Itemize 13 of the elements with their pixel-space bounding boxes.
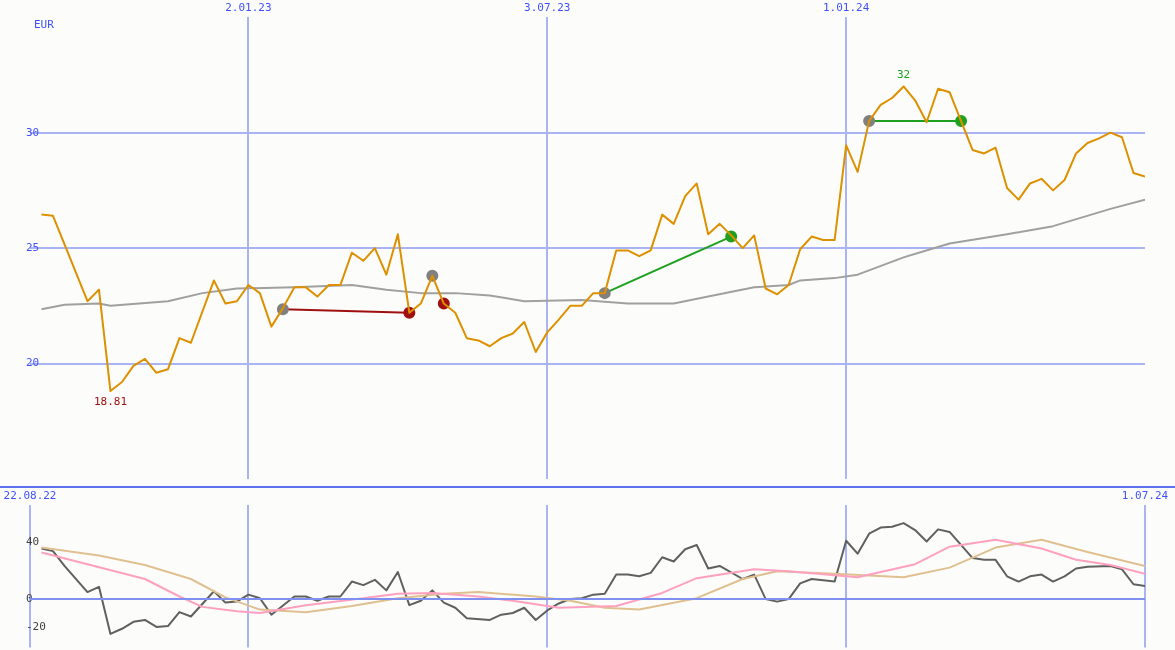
x-tick-label: 1.07.24: [1121, 489, 1169, 503]
x-tick-label: 22.08.22: [3, 489, 57, 503]
annotation: 18.81: [93, 395, 128, 409]
y-tick-label: 20: [26, 356, 40, 370]
y-tick-label: 40: [26, 535, 40, 549]
x-tick-label: 1.01.24: [822, 1, 870, 15]
x-tick-label: 3.07.23: [524, 1, 571, 15]
y-tick-label: 30: [26, 125, 40, 139]
y-tick-label: 25: [26, 240, 40, 254]
annotation: 32: [896, 67, 911, 81]
y-tick-label: -20: [26, 620, 46, 634]
x-tick-label: 2.01.23: [225, 1, 272, 15]
y-axis-title: EUR: [34, 17, 55, 31]
